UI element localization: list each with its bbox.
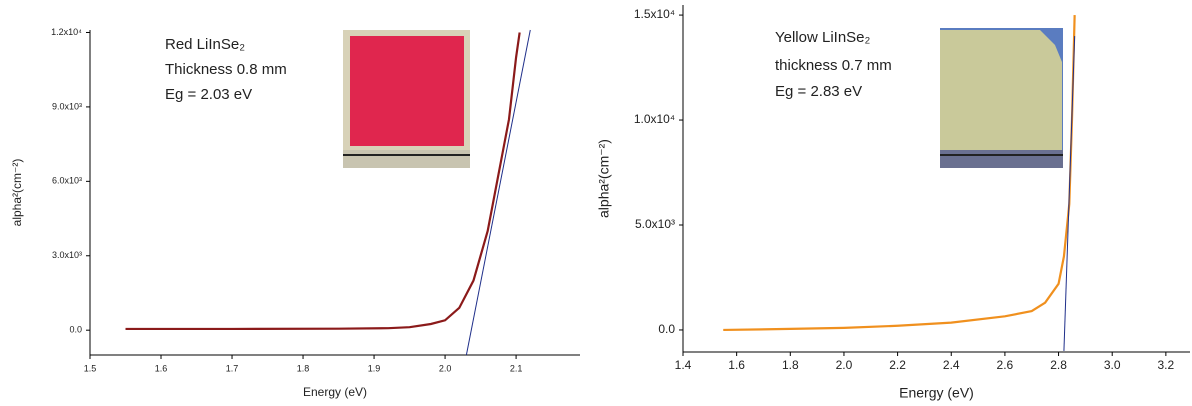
annotation: Eg = 2.03 eV [165, 86, 252, 103]
x-tick-label: 1.6 [728, 358, 745, 372]
data-line [125, 32, 521, 331]
y-tick-label: 9.0x10³ [52, 101, 82, 111]
x-tick-label: 3.0 [1104, 358, 1121, 372]
sample-photo [940, 28, 1063, 168]
sample-photo [343, 30, 470, 168]
x-tick-label: 1.9 [368, 363, 381, 373]
x-tick-label: 1.7 [226, 363, 239, 373]
x-tick-label: 3.2 [1158, 358, 1175, 372]
annotation: Yellow LiInSe₂ [775, 29, 871, 46]
annotation: thickness 0.7 mm [775, 57, 892, 74]
x-tick-label: 2.4 [943, 358, 960, 372]
x-axis-label: Energy (eV) [303, 385, 367, 399]
annotation: Red LiInSe₂ [165, 36, 245, 53]
y-tick-label: 1.2x10⁴ [51, 27, 82, 37]
y-tick-label: 0.0 [69, 325, 82, 335]
x-tick-label: 2.2 [889, 358, 906, 372]
x-tick-label: 2.8 [1050, 358, 1067, 372]
annotation: Thickness 0.8 mm [165, 61, 287, 78]
y-tick-label: 3.0x10³ [52, 250, 82, 260]
y-tick-label: 5.0x10³ [635, 217, 675, 231]
y-tick-label: 0.0 [658, 322, 675, 336]
x-tick-label: 1.8 [782, 358, 799, 372]
data-line [1063, 36, 1076, 351]
x-tick-label: 2.1 [510, 363, 523, 373]
x-tick-label: 2.0 [836, 358, 853, 372]
y-tick-label: 1.5x10⁴ [634, 7, 675, 21]
x-tick-label: 2.6 [997, 358, 1014, 372]
annotation: Eg = 2.83 eV [775, 83, 862, 100]
x-tick-label: 1.5 [84, 363, 97, 373]
y-tick-label: 6.0x10³ [52, 176, 82, 186]
y-tick-label: 1.0x10⁴ [634, 112, 675, 126]
x-tick-label: 2.0 [439, 363, 452, 373]
data-line [465, 29, 531, 356]
x-axis-label: Energy (eV) [899, 385, 974, 401]
y-axis-label: alpha²(cm⁻²) [596, 139, 612, 218]
y-axis-label: alpha²(cm⁻²) [10, 159, 24, 227]
x-tick-label: 1.6 [155, 363, 168, 373]
x-tick-label: 1.4 [675, 358, 692, 372]
x-tick-label: 1.8 [297, 363, 310, 373]
